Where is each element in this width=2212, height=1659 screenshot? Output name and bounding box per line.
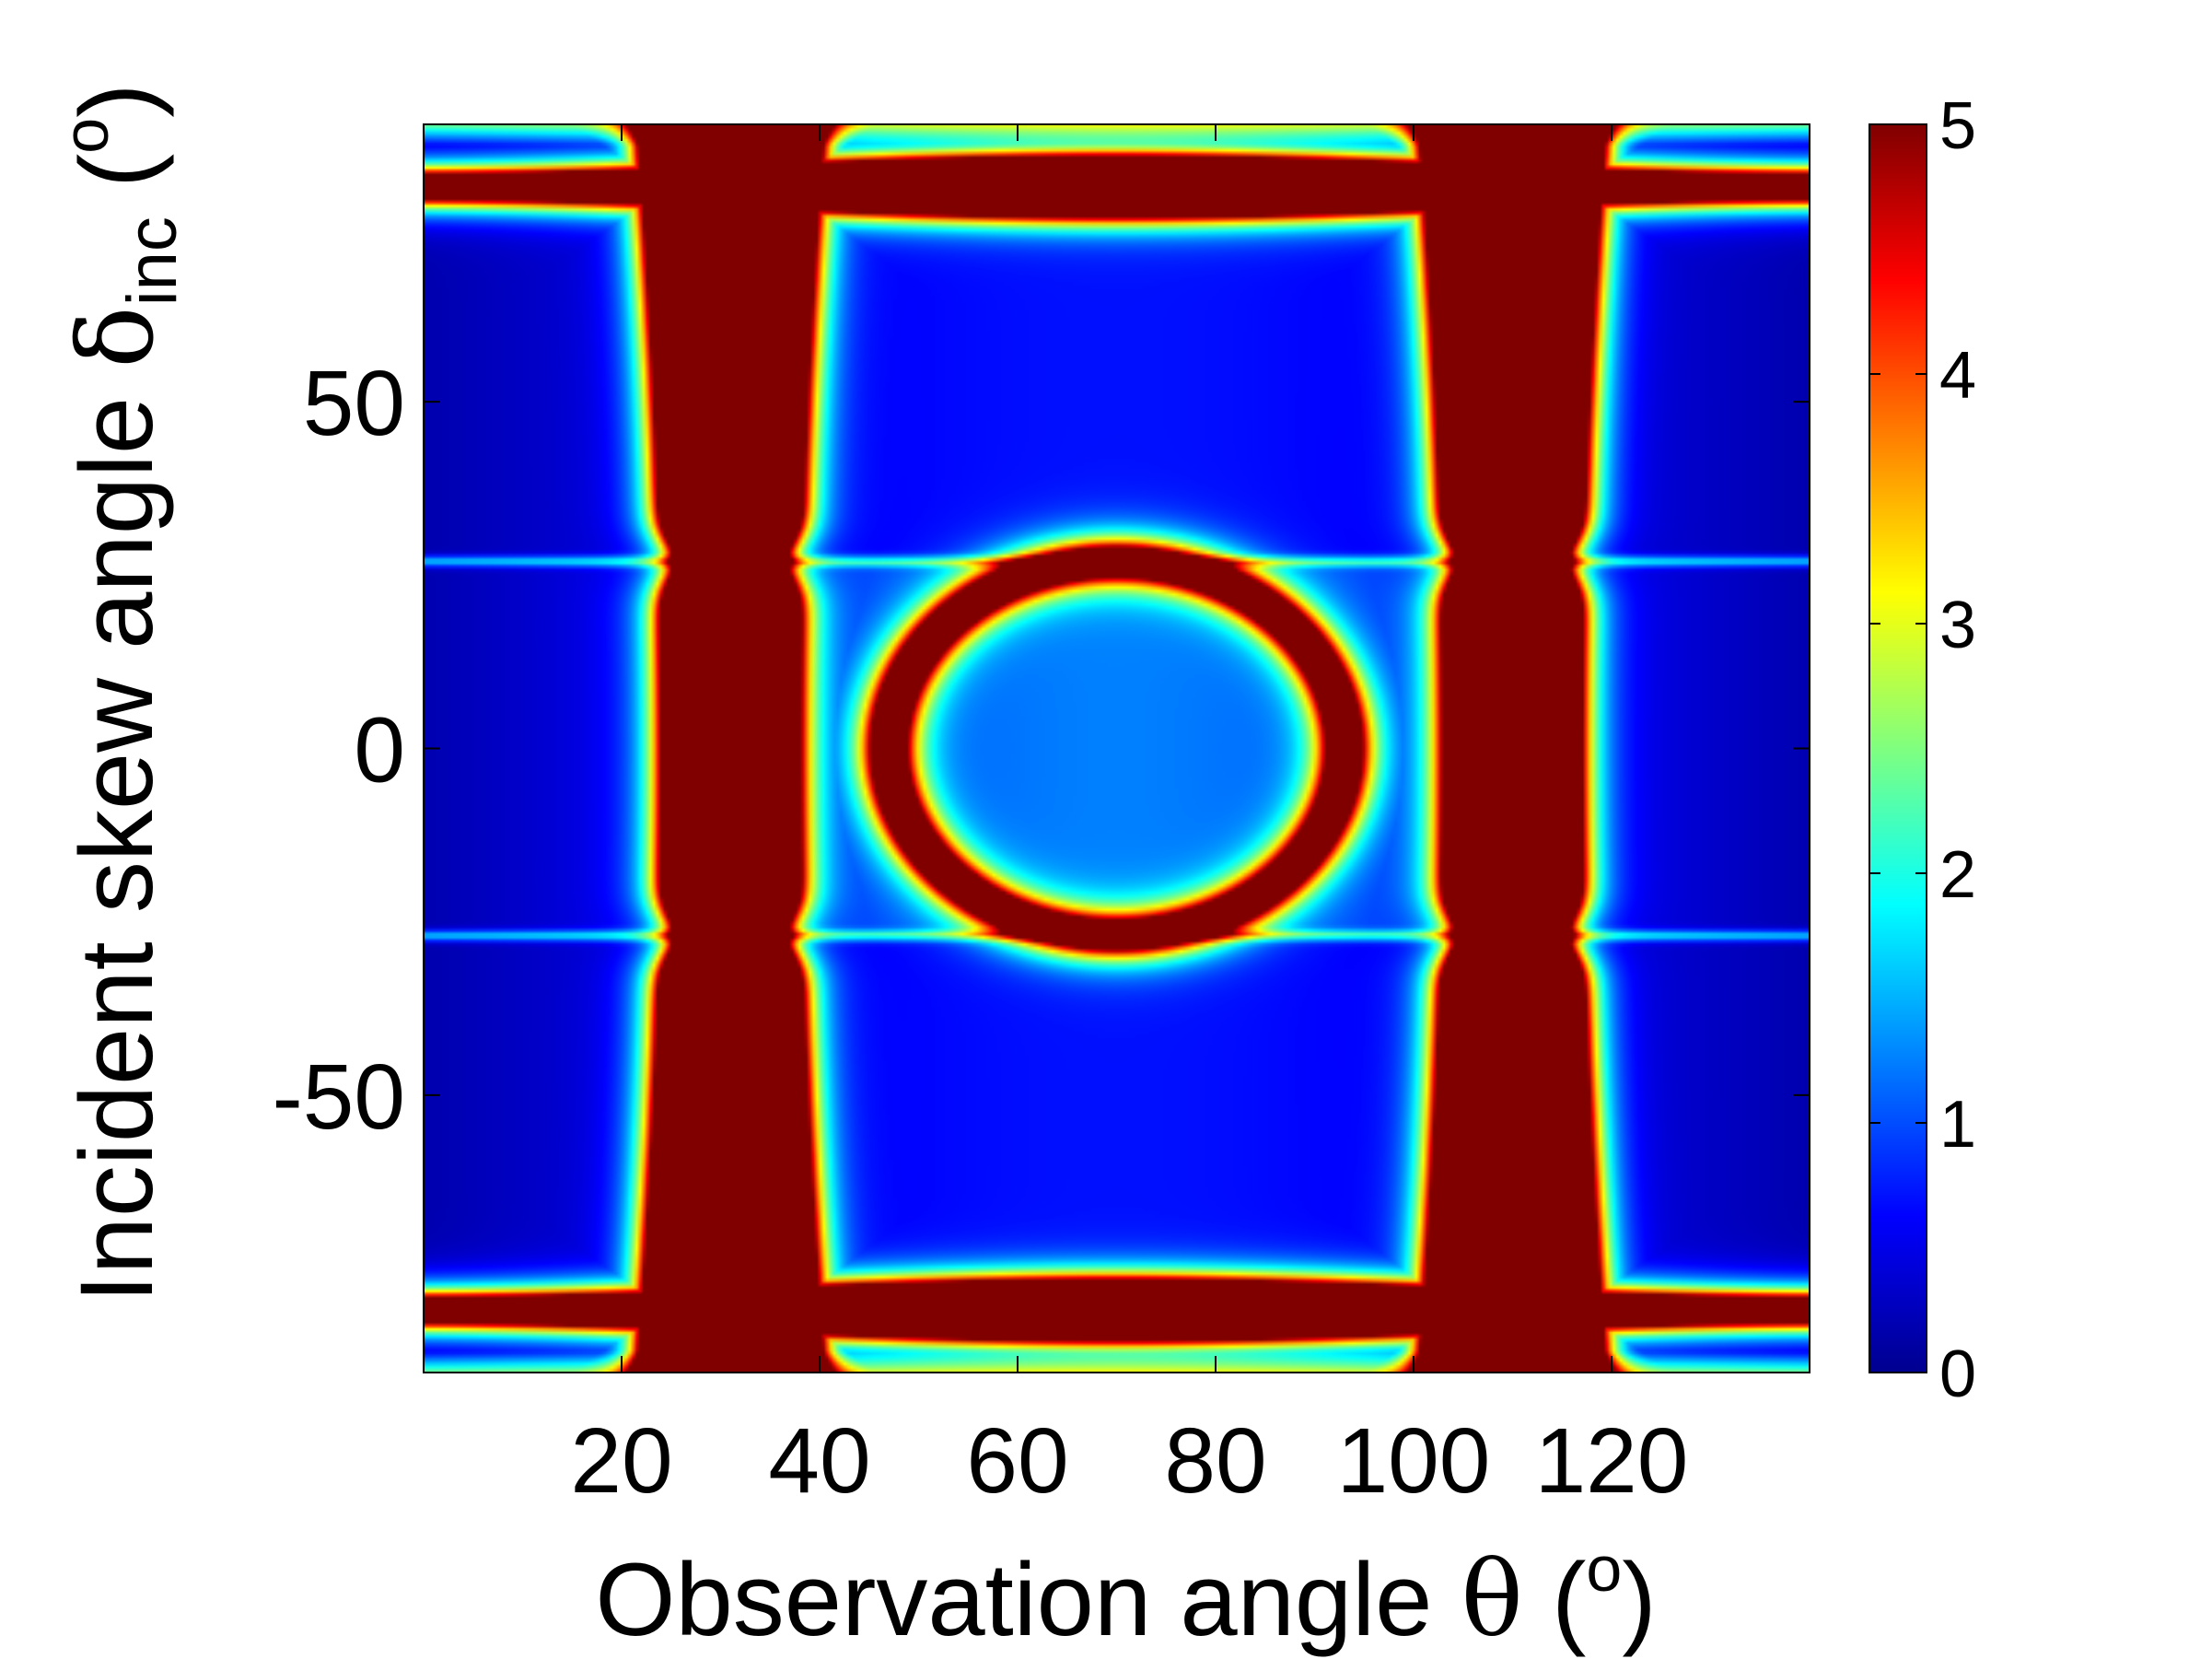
y-axis-label: Incident skew angle δinc (o) — [50, 83, 192, 1303]
y-tick-label: -50 — [272, 1046, 405, 1149]
colorbar-ticks: 0 1 2 3 4 5 — [1869, 89, 1976, 1411]
x-axis-label-symbol: θ — [1461, 1540, 1523, 1659]
colorbar-tick-label: 0 — [1939, 1338, 1976, 1411]
x-axis-ticks: 20 40 60 80 100 120 — [570, 124, 1688, 1513]
x-tick-label: 60 — [966, 1409, 1068, 1513]
x-axis-label: Observation angle θ (o) — [595, 1533, 1656, 1659]
colorbar-tick-label: 1 — [1939, 1088, 1976, 1162]
x-axis-label-text: Observation angle — [595, 1542, 1461, 1657]
y-axis-label-unit-open: ( — [59, 154, 174, 216]
colorbar-tick-label: 3 — [1939, 589, 1976, 662]
y-axis-label-symbol: δ — [57, 306, 177, 368]
x-axis-label-unit-open: ( — [1523, 1542, 1586, 1657]
y-axis-label-text: Incident skew angle — [59, 368, 174, 1303]
x-tick-label: 20 — [570, 1409, 672, 1513]
x-axis-label-unit-close: ) — [1622, 1542, 1656, 1657]
x-tick-label: 100 — [1337, 1409, 1491, 1513]
x-tick-label: 40 — [768, 1409, 870, 1513]
y-axis-label-unit-sup: o — [50, 118, 122, 154]
y-tick-label: 50 — [303, 352, 405, 455]
x-tick-label: 80 — [1164, 1409, 1266, 1513]
colorbar-tick-label: 5 — [1939, 89, 1976, 163]
y-axis-label-unit-close: ) — [59, 83, 174, 117]
x-tick-label: 120 — [1535, 1409, 1689, 1513]
y-axis-ticks: 50 0 -50 — [272, 352, 1810, 1149]
colorbar — [1869, 123, 1927, 1373]
y-axis-label-sub: inc — [113, 216, 192, 306]
y-tick-label: 0 — [354, 699, 405, 802]
colorbar-tick-label: 2 — [1939, 838, 1976, 912]
x-axis-label-unit-sup: o — [1586, 1533, 1622, 1605]
colorbar-tick-label: 4 — [1939, 339, 1976, 413]
heatmap-image — [424, 124, 1810, 1373]
